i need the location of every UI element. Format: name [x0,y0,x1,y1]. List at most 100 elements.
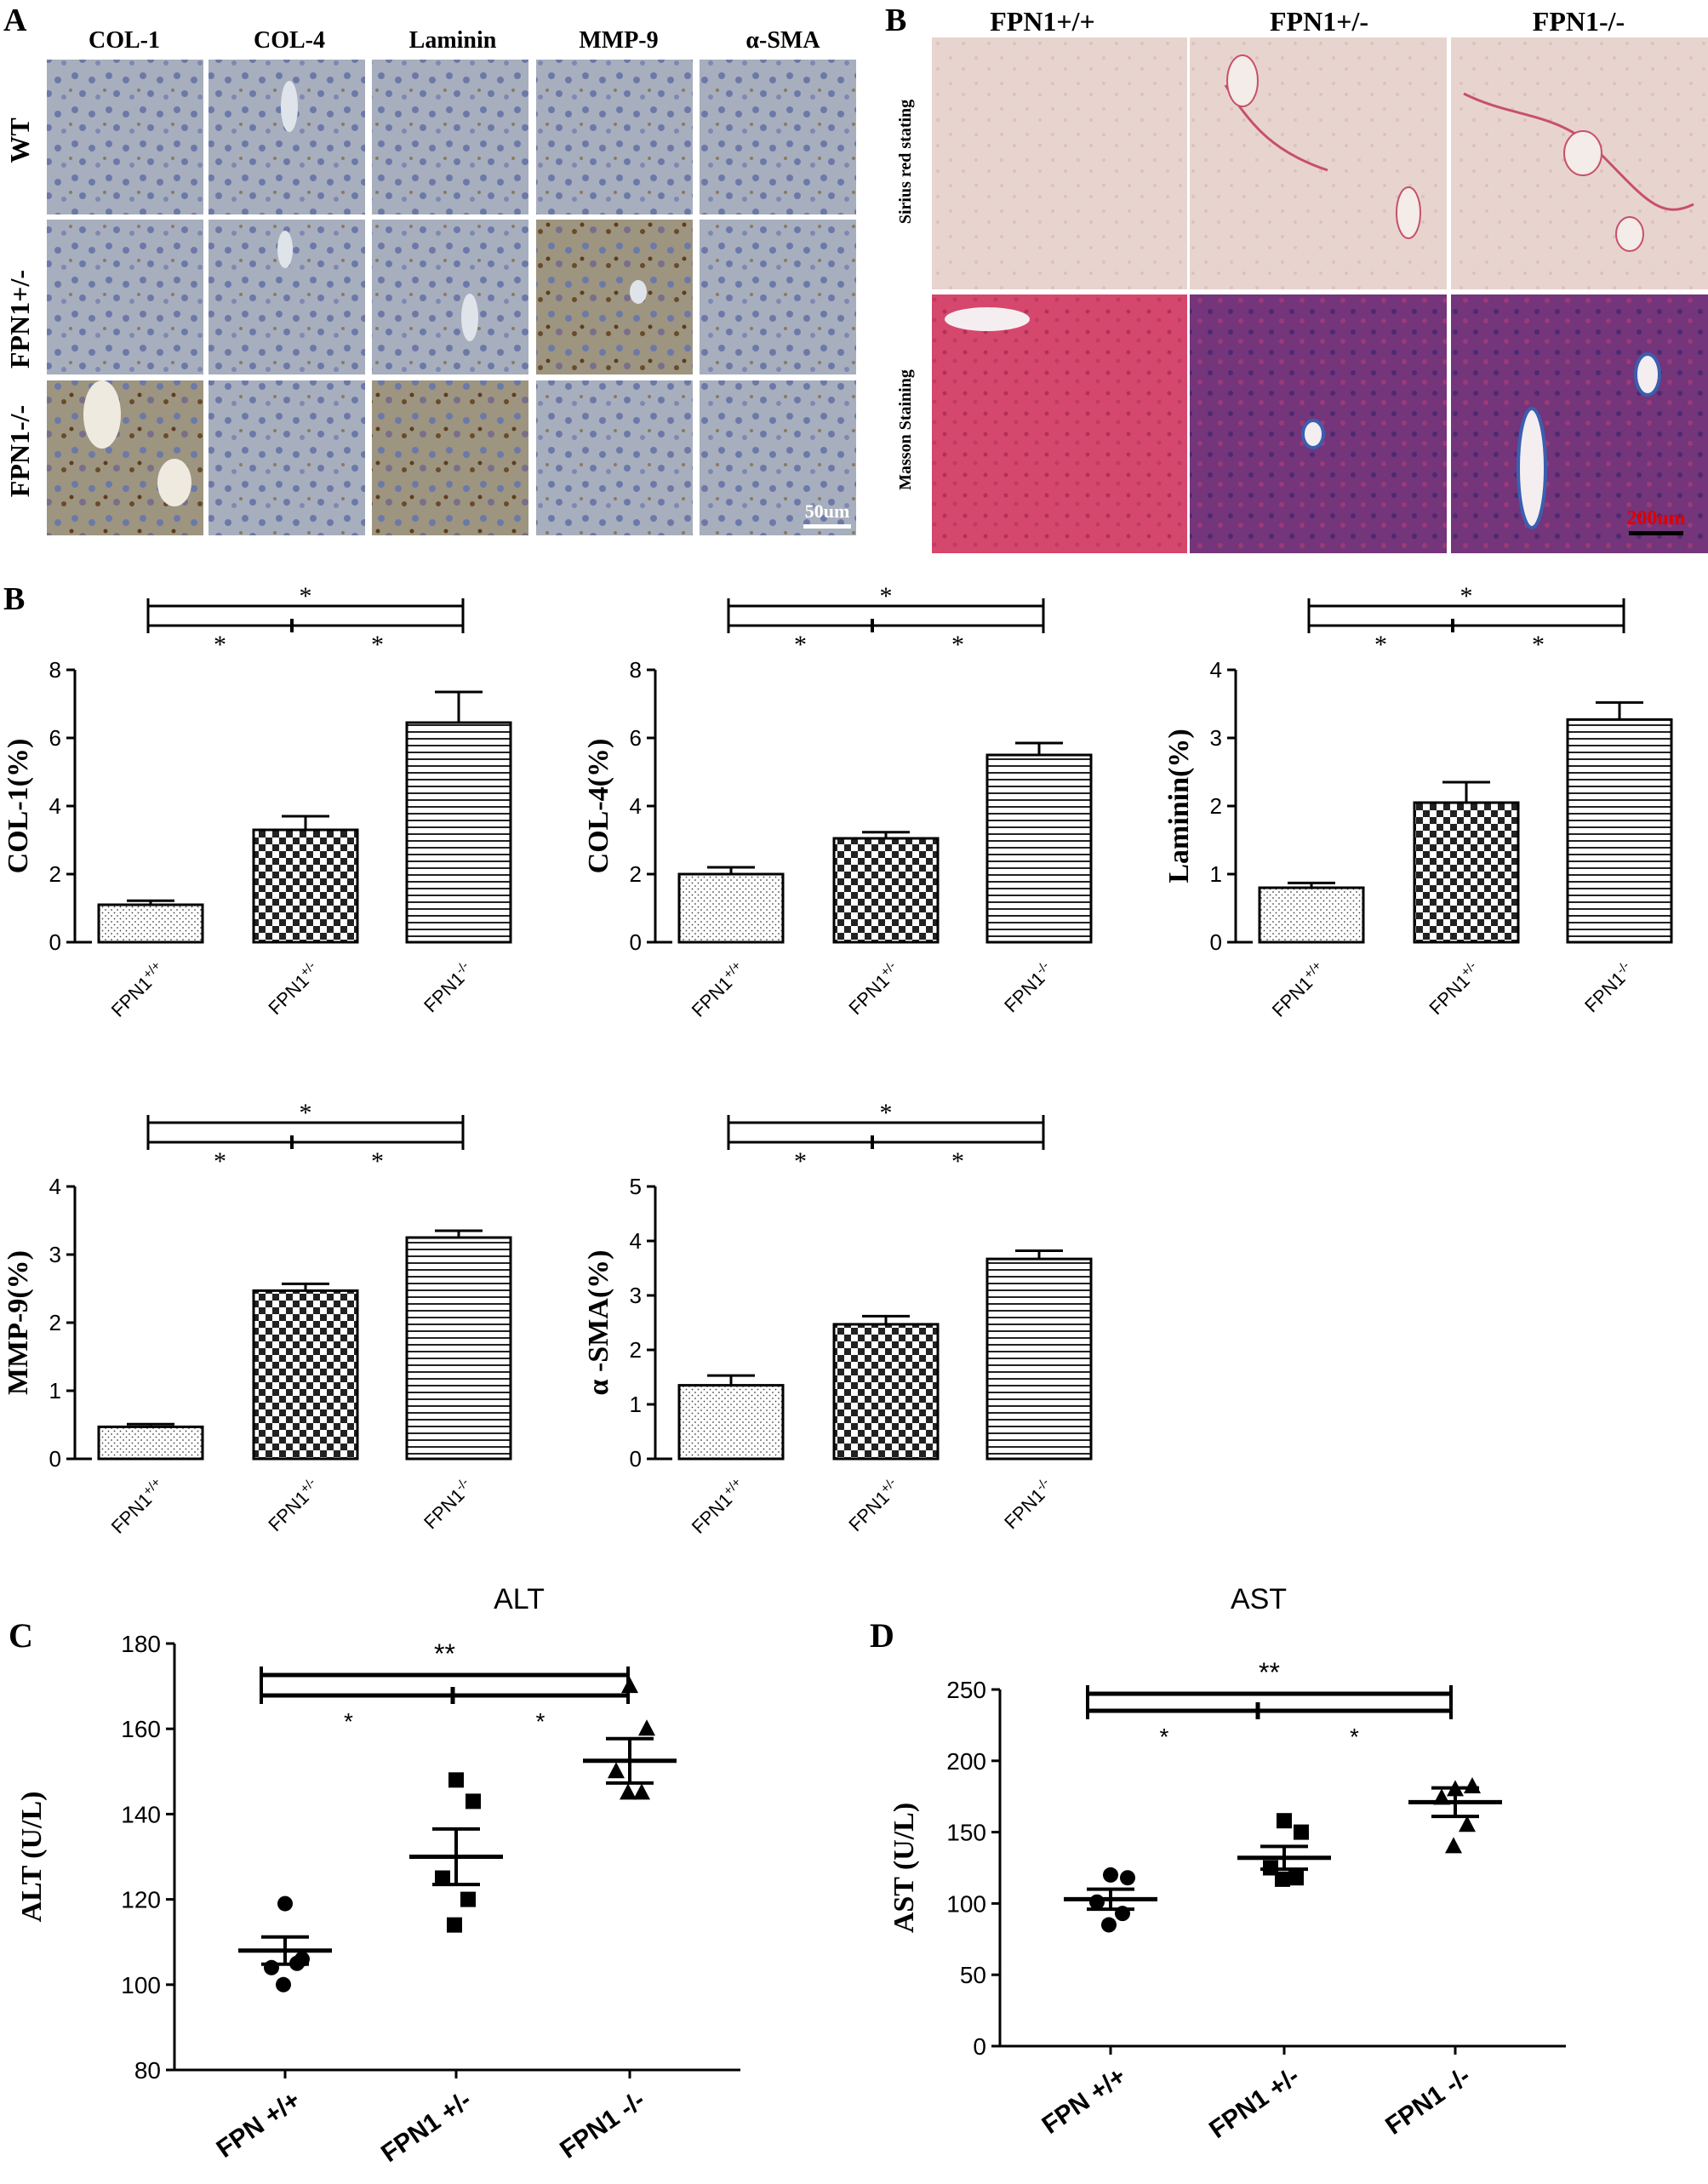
y-axis-label: COL-1(%) [3,739,34,874]
significance-star: ** [1259,1657,1280,1688]
significance-star: * [344,1708,353,1735]
bar [832,837,940,944]
significance-star: * [880,1099,893,1127]
x-tick-label: FPN1+/- [263,958,323,1019]
significance-star: * [880,582,893,610]
y-tick-label: 160 [121,1716,161,1742]
bar [97,903,204,944]
panel-a-col-header: Laminin [409,27,497,54]
y-tick-label: 0 [630,929,642,955]
masson-image [932,294,1187,553]
panel-b-scale-bar-label: 200um [1626,507,1685,529]
y-tick-label: 5 [630,1174,642,1199]
x-tick-label: FPN1+/+ [687,958,750,1021]
y-tick-label: 80 [134,2057,161,2084]
y-axis-label: α -SMA(%) [583,1250,614,1396]
significance-star: * [951,1147,964,1175]
bar [832,1323,940,1461]
y-tick-label: 3 [49,1242,61,1267]
data-point [276,1976,291,1992]
panel-b-stain-image-grid [932,37,1708,553]
scatter-chart-1: ALT 80 100 120 140 160 180 ALT (U/L) FPN +/+ FPN1… [16,1583,740,2168]
y-tick-label: 120 [121,1887,161,1913]
panel-b-charts-letter: B [3,581,25,617]
x-tick-label: FPN1+/+ [106,958,169,1021]
bar [677,872,785,944]
panel-b-scale-bar [1629,531,1683,535]
chart-title: ALT [494,1583,545,1615]
y-tick-label: 50 [960,1962,986,1988]
panel-d-letter: D [870,1616,894,1655]
data-point [447,1917,462,1933]
x-tick-label: FPN1-/- [999,958,1058,1017]
panel-a-row-label: FPN1-/- [4,405,35,497]
x-tick-label: FPN1+/+ [1267,958,1330,1021]
y-tick-label: 150 [946,1820,986,1846]
data-point [620,1783,637,1800]
y-tick-label: 0 [49,929,61,955]
bar-chart-1: 0 2 4 6 8 COL-1(%) FPN1+/+ FPN1+/- FPN1-/- * * * [3,582,512,1021]
bar-chart-5: 0 1 2 3 4 5 α -SMA(%) FPN1+/+ FPN1+/- FPN1-/- * * * [583,1099,1093,1538]
bar [405,1236,512,1461]
ihc-image [47,380,203,535]
ihc-image [700,220,856,374]
significance-star: * [951,631,964,659]
ihc-image [209,380,365,535]
panel-a-letter: A [3,3,27,38]
vessel-lumen [83,380,121,449]
x-tick-label: FPN1+/- [263,1475,323,1535]
data-point [1275,1871,1290,1887]
y-tick-label: 0 [49,1446,61,1472]
data-point [608,1762,625,1779]
significance-star: * [1350,1724,1359,1750]
panel-a-col-header: COL-1 [89,27,160,54]
y-tick-label: 2 [630,1337,642,1363]
bar [985,753,1093,944]
y-tick-label: 2 [630,861,642,887]
bar [985,1257,1093,1461]
significance-star: * [1460,582,1473,610]
x-tick-label: FPN1-/- [419,958,477,1017]
panel-b-row-labels: Sirius red stating Masson Staining [896,100,915,490]
bar [677,1384,785,1461]
y-tick-label: 6 [630,725,642,751]
x-tick-label: FPN +/+ [1037,2062,1131,2140]
significance-star: * [214,1147,226,1175]
scatter-charts: ALT 80 100 120 140 160 180 ALT (U/L) FPN +/+ FPN1… [16,1583,1566,2168]
significance-star: ** [434,1638,455,1669]
vessel-lumen [630,280,647,304]
y-tick-label: 8 [49,657,61,683]
panel-b-col-header: FPN1-/- [1533,6,1625,37]
data-point [638,1719,655,1736]
panel-a-row-labels: WT FPN1+/- FPN1-/- [4,117,35,497]
data-point [1120,1870,1135,1886]
panel-b-col-header: FPN1+/- [1270,6,1368,37]
data-point [1445,1837,1462,1854]
data-point [1277,1813,1292,1829]
significance-star: * [794,631,807,659]
panel-b-column-headers: FPN1+/+ FPN1+/- FPN1-/- [990,6,1625,37]
x-tick-label: FPN1 -/- [555,2086,650,2164]
y-tick-label: 0 [630,1446,642,1472]
bar-chart-4: 0 1 2 3 4 MMP-9(%) FPN1+/+ FPN1+/- FPN1-/- * * * [3,1099,512,1538]
y-tick-label: 0 [973,2033,986,2060]
y-tick-label: 3 [630,1283,642,1308]
ihc-image [536,60,693,214]
y-tick-label: 1 [630,1392,642,1417]
data-point [1288,1870,1304,1886]
panel-c-letter: C [9,1616,33,1655]
bar-chart-2: 0 2 4 6 8 COL-4(%) FPN1+/+ FPN1+/- FPN1-/- * * * [583,582,1093,1021]
data-point [1101,1917,1117,1933]
y-tick-label: 1 [1210,861,1222,887]
ihc-image [536,380,693,535]
x-tick-label: FPN1-/- [999,1475,1058,1534]
scatter-chart-2: AST 0 50 100 150 200 250 AST (U/L) FPN +/+ FPN1 +… [888,1583,1566,2144]
significance-star: * [371,631,384,659]
vessel-lumen [1517,407,1547,529]
y-tick-label: 8 [630,657,642,683]
y-tick-label: 250 [946,1677,986,1703]
ihc-image [372,380,528,535]
data-point [448,1772,464,1788]
vessel-lumen [157,459,191,506]
